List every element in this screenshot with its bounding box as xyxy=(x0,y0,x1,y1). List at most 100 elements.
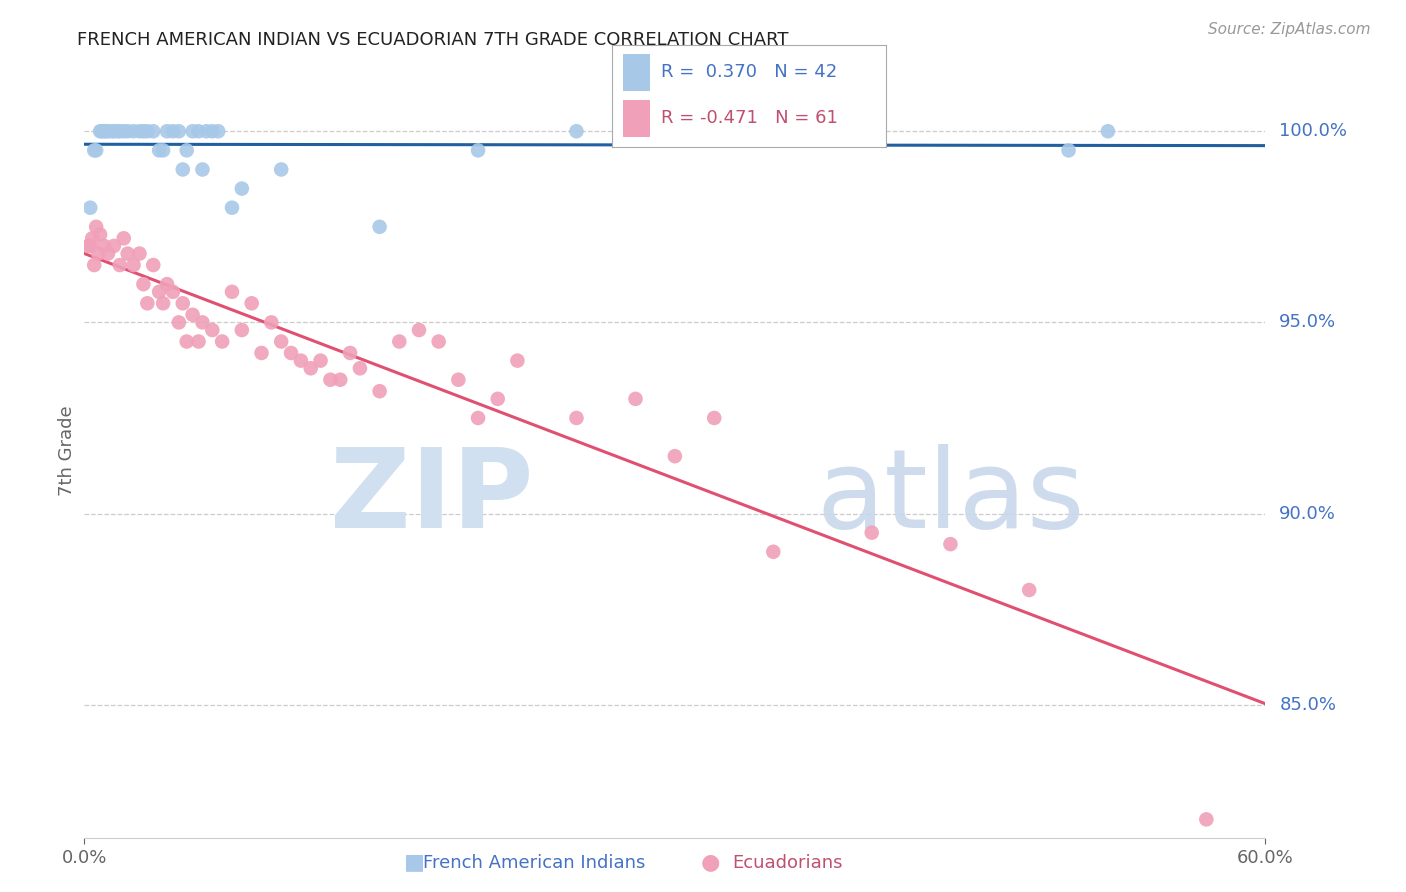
Point xyxy=(84,144,107,158)
Point xyxy=(148,144,170,158)
Point xyxy=(221,285,243,299)
Point xyxy=(427,334,450,349)
Point xyxy=(156,277,179,292)
Text: ●: ● xyxy=(700,853,720,872)
Point xyxy=(368,384,391,399)
Point xyxy=(1097,124,1119,138)
Point xyxy=(122,258,145,272)
Point xyxy=(624,392,647,406)
Point xyxy=(156,124,179,138)
Point xyxy=(181,124,204,138)
Point xyxy=(162,124,184,138)
Point xyxy=(408,323,430,337)
Point xyxy=(142,124,165,138)
Text: FRENCH AMERICAN INDIAN VS ECUADORIAN 7TH GRADE CORRELATION CHART: FRENCH AMERICAN INDIAN VS ECUADORIAN 7TH… xyxy=(77,31,789,49)
Point xyxy=(801,124,824,138)
Point xyxy=(136,124,159,138)
Point xyxy=(83,258,105,272)
Point xyxy=(87,246,110,260)
Text: 100.0%: 100.0% xyxy=(1279,122,1347,140)
Point xyxy=(860,525,883,540)
Point xyxy=(664,449,686,463)
Point xyxy=(270,334,292,349)
Point xyxy=(112,124,135,138)
Point xyxy=(172,162,194,177)
Point xyxy=(201,323,224,337)
Point xyxy=(565,411,588,425)
Point xyxy=(1195,813,1218,827)
Point xyxy=(176,334,198,349)
Point xyxy=(260,315,283,329)
Point xyxy=(162,285,184,299)
Text: atlas: atlas xyxy=(817,443,1085,550)
Point xyxy=(79,239,101,253)
Point xyxy=(132,277,155,292)
Point xyxy=(83,144,105,158)
Point xyxy=(128,124,150,138)
Point xyxy=(349,361,371,376)
Point xyxy=(240,296,263,310)
Point xyxy=(762,545,785,559)
Point xyxy=(207,124,229,138)
Text: 90.0%: 90.0% xyxy=(1279,505,1336,523)
Point xyxy=(176,144,198,158)
Point xyxy=(211,334,233,349)
Point xyxy=(91,124,114,138)
Point xyxy=(108,258,131,272)
Point xyxy=(280,346,302,360)
Point xyxy=(1018,582,1040,597)
Point xyxy=(201,124,224,138)
Point xyxy=(221,201,243,215)
Point xyxy=(167,124,190,138)
Point xyxy=(84,219,107,234)
Point xyxy=(1057,144,1080,158)
Point xyxy=(187,334,209,349)
Point xyxy=(762,124,785,138)
Point xyxy=(97,246,120,260)
Point xyxy=(152,144,174,158)
Point xyxy=(82,231,104,245)
Point xyxy=(93,239,115,253)
Point xyxy=(270,162,292,177)
Point xyxy=(101,124,124,138)
Text: R = -0.471   N = 61: R = -0.471 N = 61 xyxy=(661,110,838,128)
Point xyxy=(117,124,139,138)
Point xyxy=(148,285,170,299)
Text: Ecuadorians: Ecuadorians xyxy=(733,855,842,872)
Point xyxy=(187,124,209,138)
Text: 95.0%: 95.0% xyxy=(1279,313,1337,332)
Point xyxy=(319,373,342,387)
Bar xyxy=(623,54,650,91)
Point xyxy=(97,124,120,138)
Point xyxy=(181,308,204,322)
Point xyxy=(388,334,411,349)
Point xyxy=(89,227,111,242)
Point xyxy=(191,162,214,177)
Point xyxy=(152,296,174,310)
Point xyxy=(195,124,218,138)
Y-axis label: 7th Grade: 7th Grade xyxy=(58,405,76,496)
Point xyxy=(89,124,111,138)
Point xyxy=(122,124,145,138)
Point xyxy=(79,201,101,215)
Bar xyxy=(623,100,650,137)
Point xyxy=(309,353,332,368)
Point xyxy=(103,239,125,253)
Text: Source: ZipAtlas.com: Source: ZipAtlas.com xyxy=(1208,22,1371,37)
Point xyxy=(939,537,962,551)
Point xyxy=(191,315,214,329)
Point xyxy=(329,373,352,387)
Point xyxy=(142,258,165,272)
Point xyxy=(172,296,194,310)
Text: French American Indians: French American Indians xyxy=(423,855,645,872)
Point xyxy=(117,246,139,260)
Text: 85.0%: 85.0% xyxy=(1279,696,1336,714)
Point xyxy=(107,124,129,138)
Point xyxy=(167,315,190,329)
Text: ■: ■ xyxy=(405,853,425,872)
Point xyxy=(447,373,470,387)
Point xyxy=(290,353,312,368)
Point xyxy=(250,346,273,360)
Point xyxy=(506,353,529,368)
Point xyxy=(339,346,361,360)
